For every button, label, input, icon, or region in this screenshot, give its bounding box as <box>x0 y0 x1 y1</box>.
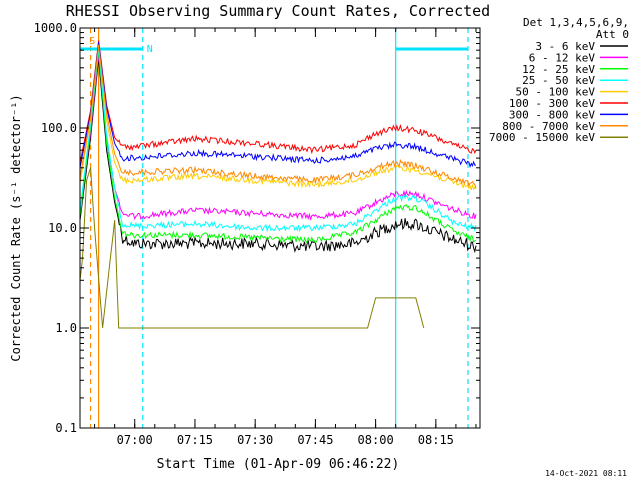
legend-label: 6 - 12 keV <box>529 51 596 64</box>
series-line <box>79 40 477 163</box>
series-line <box>79 44 477 188</box>
legend-label: 800 - 7000 keV <box>502 120 595 133</box>
series-line <box>79 53 477 221</box>
series-line <box>79 42 476 169</box>
legend-label: 100 - 300 keV <box>509 97 595 110</box>
legend-header-line-2: Att 0 <box>596 28 629 41</box>
night-marker: N <box>147 44 153 55</box>
chart-title: RHESSI Observing Summary Count Rates, Co… <box>66 2 490 20</box>
y-tick-label: 100.0 <box>41 121 77 135</box>
series-line <box>79 58 477 254</box>
y-axis-label: Corrected Count Rate (s⁻¹ detector⁻¹) <box>9 94 23 361</box>
x-tick-label: 08:00 <box>358 433 394 447</box>
legend-label: 50 - 100 keV <box>516 86 596 99</box>
x-tick-label: 08:15 <box>418 433 454 447</box>
plot-content: SN <box>79 28 477 428</box>
y-tick-label: 1.0 <box>55 321 77 335</box>
legend-label: 7000 - 15000 keV <box>489 131 595 144</box>
x-tick-label: 07:00 <box>117 433 153 447</box>
y-tick-label: 0.1 <box>55 421 77 435</box>
x-tick-label: 07:15 <box>177 433 213 447</box>
series-line <box>79 50 477 244</box>
series-line <box>79 46 477 233</box>
legend-label: 300 - 800 keV <box>509 108 595 121</box>
legend-label: 3 - 6 keV <box>535 40 595 53</box>
x-tick-label: 07:45 <box>297 433 333 447</box>
legend-label: 12 - 25 keV <box>522 63 595 76</box>
series-line <box>79 43 477 191</box>
saa-marker: S <box>89 36 95 47</box>
x-tick-label: 07:30 <box>237 433 273 447</box>
legend-label: 25 - 50 keV <box>522 74 595 87</box>
y-tick-label: 10.0 <box>48 221 77 235</box>
axes: 0.1 1.0 10.0 100.0 1000.0 07:00 07:15 07:30 07:4… <box>34 21 480 447</box>
legend-header-line-1: Det 1,3,4,5,6,9, <box>523 16 629 29</box>
series-line <box>79 167 425 329</box>
timestamp: 14-Oct-2021 08:11 <box>545 469 627 478</box>
y-tick-label: 1000.0 <box>34 21 77 35</box>
x-axis-label: Start Time (01-Apr-09 06:46:22) <box>157 457 400 472</box>
